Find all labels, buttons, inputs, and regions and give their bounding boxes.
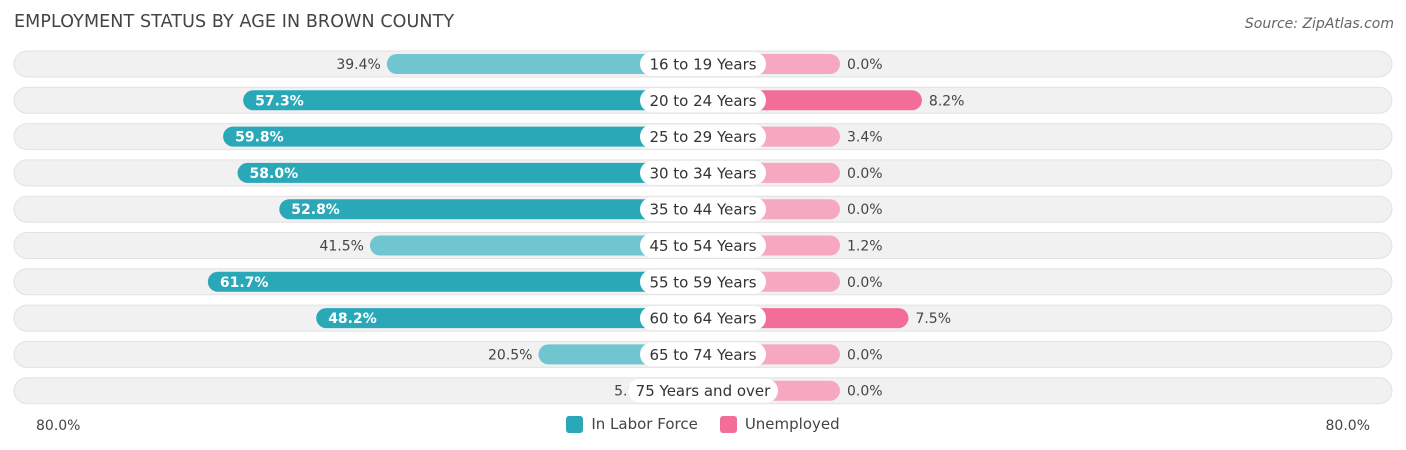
label-labor: 41.5% [319, 239, 363, 255]
category-label: 60 to 64 Years [649, 310, 756, 328]
legend-label-labor: In Labor Force [591, 415, 698, 433]
category-pill [640, 88, 766, 113]
legend-item-labor: In Labor Force [566, 415, 698, 433]
label-labor: 61.7% [220, 275, 269, 291]
category-label: 30 to 34 Years [649, 164, 756, 182]
axis-left-label: 80.0% [36, 418, 81, 434]
category-label: 20 to 24 Years [649, 92, 756, 110]
category-pill [640, 269, 766, 294]
axis-right-label: 80.0% [1325, 418, 1370, 434]
label-unemployed: 8.2% [929, 93, 965, 109]
bar-labor [237, 162, 704, 183]
category-label: 35 to 44 Years [649, 201, 756, 219]
label-unemployed: 0.0% [847, 347, 883, 363]
category-label: 45 to 54 Years [649, 237, 756, 255]
label-unemployed: 0.0% [847, 166, 883, 182]
bar-labor [207, 271, 704, 292]
category-pill [628, 378, 778, 403]
bar-labor [223, 126, 704, 147]
bar-labor [243, 90, 704, 111]
label-unemployed: 3.4% [847, 130, 883, 146]
bar-labor [386, 54, 703, 74]
category-pill [640, 52, 766, 76]
label-unemployed: 1.2% [847, 239, 883, 255]
category-label: 16 to 19 Years [649, 56, 756, 74]
category-pill [640, 306, 766, 331]
category-pill [640, 197, 766, 222]
bar-labor [369, 235, 703, 256]
label-unemployed: 0.0% [847, 384, 883, 400]
label-labor: 57.3% [255, 93, 304, 109]
bar-labor [316, 308, 703, 329]
label-labor: 20.5% [488, 347, 532, 363]
label-labor: 39.4% [336, 57, 380, 73]
bar-labor [279, 199, 703, 220]
label-labor: 48.2% [328, 311, 377, 327]
category-label: 55 to 59 Years [649, 273, 756, 291]
legend: In Labor Force Unemployed [0, 415, 1406, 433]
chart-title: EMPLOYMENT STATUS BY AGE IN BROWN COUNTY [14, 12, 455, 32]
category-pill [640, 342, 766, 367]
category-pill [640, 160, 766, 185]
label-unemployed: 7.5% [915, 311, 951, 327]
legend-item-unemployed: Unemployed [719, 415, 840, 433]
label-labor: 58.0% [250, 166, 299, 182]
label-labor: 59.8% [235, 130, 284, 146]
legend-swatch-labor [566, 415, 584, 433]
chart-plot: 39.4% 0.0% 16 to 19 Years 57.3% 8.2% 20 to 24… [13, 50, 1393, 405]
label-unemployed: 0.0% [847, 275, 883, 291]
category-label: 25 to 29 Years [649, 128, 756, 146]
source-label: Source: ZipAtlas.com [1244, 16, 1394, 32]
label-unemployed: 0.0% [847, 57, 883, 73]
legend-swatch-unemployed [719, 415, 737, 433]
category-pill [640, 124, 766, 149]
label-unemployed: 0.0% [847, 202, 883, 218]
legend-label-unemployed: Unemployed [744, 415, 840, 433]
label-labor: 52.8% [291, 202, 340, 218]
category-label: 65 to 74 Years [649, 346, 756, 364]
category-pill [640, 233, 766, 258]
category-label: 75 Years and over [636, 382, 771, 400]
